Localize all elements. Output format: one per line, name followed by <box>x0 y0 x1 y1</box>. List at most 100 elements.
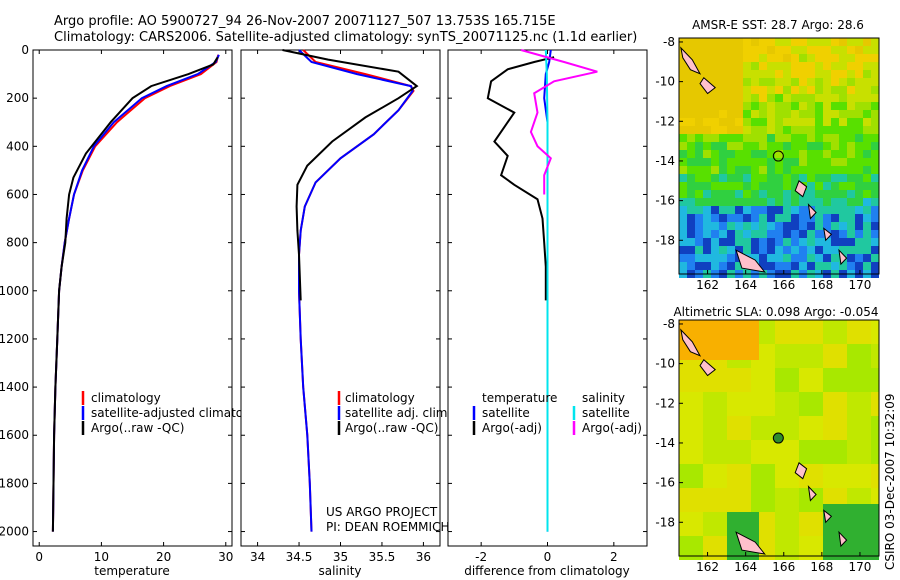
map-cell <box>871 400 879 408</box>
map-cell <box>799 142 807 150</box>
map-cell <box>839 392 847 400</box>
series-line-salinity-argo-adj- <box>520 49 598 195</box>
map-y-tick-label: -16 <box>655 476 675 490</box>
map-cell <box>703 528 711 536</box>
map-cell <box>735 62 743 70</box>
map-cell <box>791 230 799 238</box>
map-cell <box>743 70 751 78</box>
map-cell <box>703 102 711 110</box>
map-cell <box>863 480 871 488</box>
map-cell <box>871 46 879 54</box>
map-y-tick-label: -8 <box>663 317 675 331</box>
map-cell <box>767 336 775 344</box>
header-line-2: Climatology: CARS2006. Satellite-adjuste… <box>54 30 638 45</box>
map-cell <box>847 504 855 512</box>
map-cell <box>863 384 871 392</box>
map-cell <box>735 38 743 46</box>
map-cell <box>823 392 831 400</box>
y-tick-label: 1600 <box>0 428 29 442</box>
map-cell <box>687 352 695 360</box>
map-cell <box>839 448 847 456</box>
map-cell <box>823 86 831 94</box>
map-cell <box>847 174 855 182</box>
map-cell <box>783 126 791 134</box>
map-cell <box>839 78 847 86</box>
map-cell <box>687 504 695 512</box>
map-cell <box>727 320 735 328</box>
map-cell <box>719 158 727 166</box>
map-cell <box>735 246 743 254</box>
map-cell <box>751 376 759 384</box>
map-cell <box>735 512 743 520</box>
project-annotation: US ARGO PROJECT <box>326 505 438 519</box>
map-cell <box>727 238 735 246</box>
map-cell <box>759 62 767 70</box>
map-cell <box>719 352 727 360</box>
map-cell <box>679 400 687 408</box>
legend-label-satellite: satellite-adjusted climatolog <box>91 406 261 420</box>
map-cell <box>751 504 759 512</box>
map-cell <box>847 78 855 86</box>
map-cell <box>847 238 855 246</box>
map-cell <box>767 512 775 520</box>
map-cell <box>847 158 855 166</box>
map-cell <box>719 54 727 62</box>
map-cell <box>751 62 759 70</box>
map-cell <box>759 198 767 206</box>
map-cell <box>823 360 831 368</box>
map-cell <box>695 238 703 246</box>
map-cell <box>839 102 847 110</box>
map-cell <box>807 536 815 544</box>
map-cell <box>703 488 711 496</box>
map-cell <box>871 528 879 536</box>
map-cell <box>719 400 727 408</box>
map-cell <box>687 424 695 432</box>
map-cell <box>847 54 855 62</box>
map-cell <box>799 488 807 496</box>
map-cell <box>799 520 807 528</box>
map-cell <box>727 392 735 400</box>
map-cell <box>719 118 727 126</box>
map-cell <box>727 214 735 222</box>
sla-map-land <box>680 328 848 555</box>
map-cell <box>687 262 695 270</box>
map-cell <box>855 408 863 416</box>
map-cell <box>807 46 815 54</box>
map-cell <box>767 262 775 270</box>
map-cell <box>799 448 807 456</box>
map-cell <box>823 150 831 158</box>
map-x-tick-label: 168 <box>810 560 833 574</box>
map-cell <box>839 142 847 150</box>
map-cell <box>799 110 807 118</box>
map-cell <box>735 94 743 102</box>
map-cell <box>711 118 719 126</box>
map-cell <box>855 512 863 520</box>
map-cell <box>743 246 751 254</box>
map-cell <box>719 528 727 536</box>
map-cell <box>831 352 839 360</box>
map-cell <box>839 384 847 392</box>
legend-label-argo: Argo(..raw -QC) <box>91 421 184 435</box>
map-cell <box>783 408 791 416</box>
map-cell <box>767 352 775 360</box>
map-cell <box>855 416 863 424</box>
map-cell <box>751 86 759 94</box>
map-cell <box>823 126 831 134</box>
map-cell <box>807 376 815 384</box>
map-cell <box>743 528 751 536</box>
map-cell <box>815 254 823 262</box>
map-cell <box>791 246 799 254</box>
map-cell <box>847 496 855 504</box>
map-cell <box>823 174 831 182</box>
map-cell <box>695 206 703 214</box>
map-cell <box>871 512 879 520</box>
map-cell <box>767 46 775 54</box>
map-cell <box>759 520 767 528</box>
map-cell <box>847 448 855 456</box>
map-cell <box>807 360 815 368</box>
map-cell <box>823 432 831 440</box>
map-cell <box>815 198 823 206</box>
map-cell <box>759 480 767 488</box>
map-cell <box>871 262 879 270</box>
island <box>794 179 808 198</box>
